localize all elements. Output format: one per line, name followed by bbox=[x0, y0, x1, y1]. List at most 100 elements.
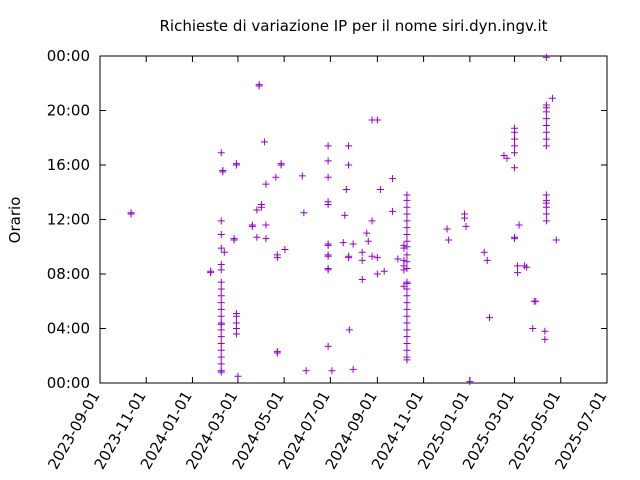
data-point bbox=[300, 209, 308, 217]
data-point bbox=[403, 196, 411, 204]
data-point bbox=[127, 209, 135, 217]
data-point bbox=[345, 326, 353, 334]
data-point bbox=[445, 236, 453, 244]
data-point bbox=[515, 221, 523, 229]
data-point bbox=[403, 265, 411, 273]
data-point bbox=[403, 305, 411, 313]
data-point bbox=[466, 378, 474, 386]
data-point bbox=[514, 269, 522, 277]
data-point bbox=[273, 349, 281, 357]
data-point bbox=[324, 198, 332, 206]
data-point bbox=[217, 266, 225, 274]
data-point bbox=[257, 203, 265, 211]
data-point bbox=[324, 266, 332, 274]
data-point bbox=[486, 314, 494, 322]
y-tick-label: 08:00 bbox=[47, 265, 90, 283]
data-point bbox=[364, 237, 372, 245]
data-point bbox=[358, 275, 366, 283]
data-point bbox=[324, 240, 332, 248]
data-point bbox=[403, 230, 411, 238]
data-point bbox=[403, 217, 411, 225]
data-point bbox=[542, 210, 550, 218]
data-point bbox=[403, 346, 411, 354]
data-point bbox=[542, 108, 550, 116]
plot-frame bbox=[99, 55, 608, 384]
data-point bbox=[461, 214, 469, 222]
data-point bbox=[541, 335, 549, 343]
data-point bbox=[403, 356, 411, 364]
axes: 00:0004:0008:0012:0016:0020:0000:002023-… bbox=[44, 47, 610, 473]
data-point bbox=[394, 255, 402, 263]
data-point bbox=[541, 327, 549, 335]
data-point bbox=[532, 297, 540, 305]
data-point bbox=[260, 138, 268, 146]
y-tick-label: 00:00 bbox=[47, 374, 90, 392]
data-point bbox=[341, 211, 349, 219]
data-point bbox=[542, 135, 550, 143]
data-point bbox=[400, 266, 408, 274]
data-point bbox=[389, 175, 397, 183]
data-point bbox=[217, 244, 225, 252]
data-point bbox=[324, 173, 332, 181]
data-point bbox=[217, 333, 225, 341]
data-point bbox=[324, 157, 332, 165]
data-point bbox=[403, 333, 411, 341]
data-point bbox=[217, 326, 225, 334]
data-point bbox=[349, 365, 357, 373]
data-point bbox=[217, 278, 225, 286]
data-point bbox=[480, 248, 488, 256]
data-point bbox=[389, 207, 397, 215]
data-point bbox=[358, 256, 366, 264]
data-point bbox=[345, 161, 353, 169]
data-point bbox=[255, 82, 263, 90]
data-point bbox=[529, 325, 537, 332]
data-point bbox=[273, 254, 281, 262]
data-point bbox=[523, 263, 531, 271]
data-point bbox=[403, 203, 411, 211]
data-point bbox=[373, 270, 381, 278]
data-point bbox=[542, 128, 550, 136]
data-point bbox=[403, 312, 411, 320]
data-points bbox=[127, 53, 560, 386]
data-point bbox=[339, 239, 347, 247]
data-point bbox=[232, 312, 240, 320]
data-point bbox=[324, 342, 332, 350]
data-point bbox=[403, 243, 411, 251]
data-point bbox=[542, 142, 550, 150]
y-tick-label: 16:00 bbox=[47, 156, 90, 174]
data-point bbox=[281, 245, 289, 253]
data-point bbox=[217, 360, 225, 368]
chart-title: Richieste di variazione IP per il nome s… bbox=[159, 17, 548, 35]
data-point bbox=[376, 186, 384, 194]
data-point bbox=[542, 115, 550, 123]
data-point bbox=[217, 285, 225, 293]
data-point bbox=[230, 235, 238, 243]
data-point bbox=[403, 210, 411, 218]
data-point bbox=[345, 254, 353, 262]
y-tick-label: 12:00 bbox=[47, 211, 90, 229]
data-point bbox=[207, 267, 215, 275]
data-point bbox=[373, 116, 381, 124]
data-point bbox=[403, 326, 411, 334]
data-point bbox=[380, 267, 388, 275]
data-point bbox=[349, 240, 357, 248]
data-point bbox=[272, 173, 280, 181]
data-point bbox=[302, 367, 310, 375]
data-point bbox=[217, 149, 225, 157]
data-point bbox=[511, 235, 519, 243]
data-point bbox=[511, 164, 519, 172]
data-point bbox=[342, 186, 350, 194]
data-point bbox=[298, 172, 306, 180]
data-point bbox=[217, 346, 225, 354]
data-point bbox=[403, 224, 411, 232]
data-point bbox=[511, 142, 519, 150]
data-point bbox=[552, 236, 560, 244]
data-point bbox=[542, 203, 550, 211]
data-point bbox=[403, 292, 411, 300]
data-point bbox=[403, 339, 411, 347]
data-point bbox=[324, 142, 332, 150]
data-point bbox=[403, 251, 411, 259]
data-point bbox=[232, 161, 240, 169]
